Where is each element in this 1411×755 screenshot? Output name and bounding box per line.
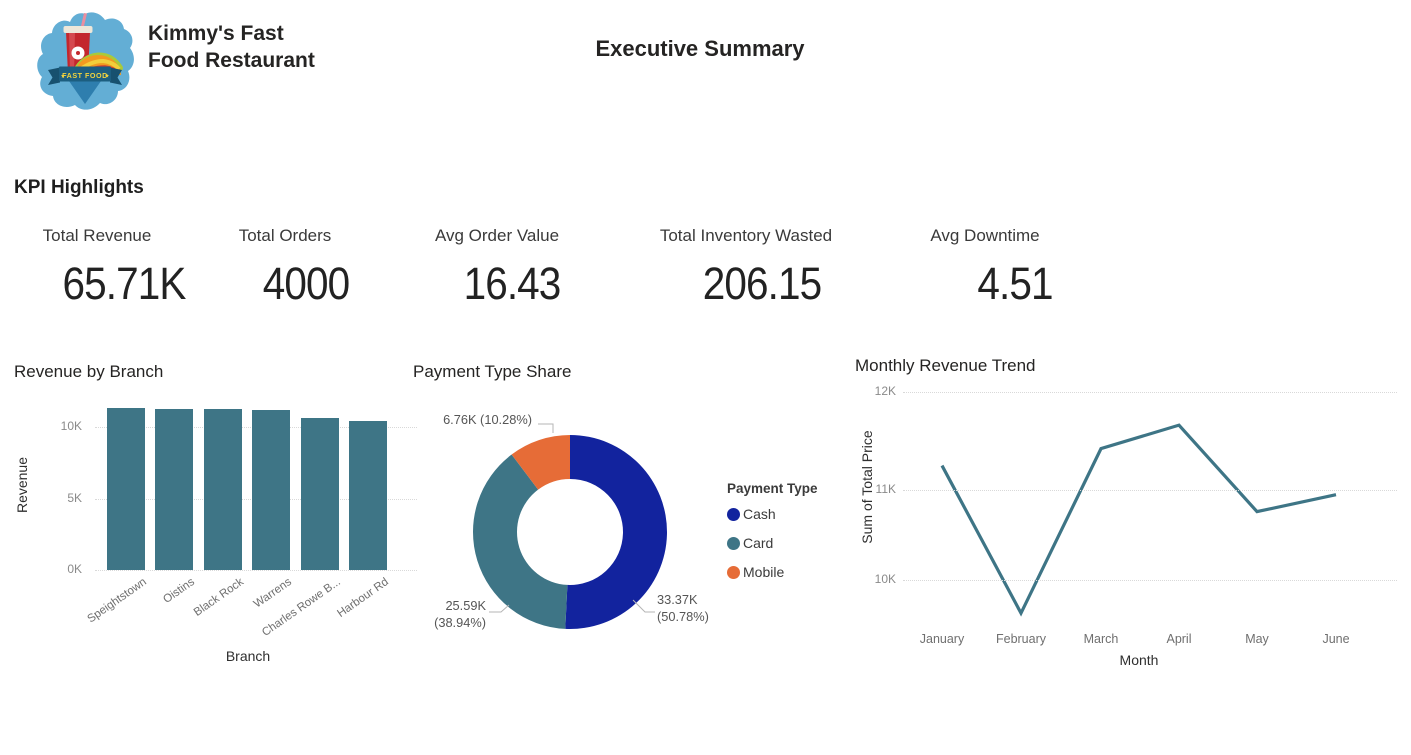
donut-callout-line	[489, 604, 510, 613]
bar-y-axis-title: Revenue	[14, 456, 30, 514]
card-legend-dot-icon	[727, 537, 740, 550]
donut-callout-line	[632, 599, 655, 613]
brand-line-2: Food Restaurant	[148, 49, 315, 72]
line-x-axis-title: Month	[1119, 652, 1159, 668]
bar-black-rock[interactable]	[203, 408, 242, 570]
bar-x-axis-title: Branch	[225, 648, 271, 664]
donut-callout-card: 25.59K (38.94%)	[434, 598, 486, 630]
bar-charles-rowe-b[interactable]	[300, 418, 339, 570]
legend-label: Mobile	[743, 564, 785, 580]
donut-chart	[473, 423, 668, 629]
legend-item-mobile[interactable]: Mobile	[727, 564, 807, 582]
line-x-label-june: June	[1322, 632, 1350, 646]
line-y-tick: 11K	[875, 482, 896, 496]
cash-legend-dot-icon	[727, 508, 740, 521]
line-x-label-may: May	[1245, 632, 1269, 646]
donut-callout-mobile: 6.76K (10.28%)	[443, 412, 532, 427]
line-x-label-february: February	[995, 632, 1047, 646]
donut-legend-title: Payment Type	[727, 481, 818, 496]
donut-callout-line	[538, 423, 554, 433]
kpi-value-avg-downtime: 4.51	[977, 258, 1053, 309]
line-y-tick: 12K	[874, 384, 896, 398]
bar-chart-title: Revenue by Branch	[14, 362, 164, 381]
bar-y-tick: 10K	[60, 419, 82, 433]
bar-y-tick: 0K	[67, 562, 82, 576]
kpi-label-avg-order-value: Avg Order Value	[434, 226, 560, 245]
mobile-legend-dot-icon	[727, 566, 740, 579]
legend-item-card[interactable]: Card	[727, 535, 807, 553]
kpi-value-total-inventory-wasted: 206.15	[702, 258, 822, 309]
kpi-section-title: KPI Highlights	[14, 177, 144, 198]
donut-slice-mobile[interactable]	[511, 435, 570, 490]
bar-gridline	[95, 570, 417, 571]
line-gridline	[903, 490, 1397, 491]
donut-chart-title: Payment Type Share	[413, 362, 572, 381]
bar-warrens[interactable]	[252, 409, 291, 570]
bar-y-tick: 5K	[67, 490, 82, 505]
line-gridline	[903, 580, 1397, 581]
banner-star-left-icon: ★	[61, 73, 66, 80]
kpi-label-total-orders: Total Orders	[238, 226, 332, 245]
brand-title: Kimmy's Fast Food Restaurant	[148, 20, 315, 74]
trend-line[interactable]	[940, 423, 1337, 617]
bar-oistins[interactable]	[155, 408, 194, 570]
kpi-value-total-revenue: 65.71K	[62, 258, 187, 309]
kpi-label-total-revenue: Total Revenue	[42, 226, 152, 245]
line-x-label-january: January	[919, 632, 965, 646]
fast-food-banner: ★ FAST FOOD ★	[48, 66, 122, 85]
kpi-label-avg-downtime: Avg Downtime	[930, 226, 1040, 245]
donut-slice-cash[interactable]	[565, 435, 668, 629]
line-gridline	[903, 392, 1397, 393]
kpi-label-total-inventory-wasted: Total Inventory Wasted	[659, 226, 833, 245]
legend-item-cash[interactable]: Cash	[727, 506, 807, 524]
restaurant-logo: ★ FAST FOOD ★	[37, 12, 134, 110]
line-y-tick: 10K	[874, 572, 896, 586]
donut-slice-card[interactable]	[473, 454, 568, 629]
legend-label: Card	[743, 535, 774, 551]
line-x-label-april: April	[1166, 632, 1192, 646]
bar-harbour-rd[interactable]	[349, 420, 387, 570]
bar-speightstown[interactable]	[107, 407, 145, 570]
kpi-value-total-orders: 4000	[262, 258, 350, 309]
logo-banner-text: FAST FOOD	[62, 71, 108, 80]
donut-callout-cash: 33.37K (50.78%)	[657, 592, 709, 624]
line-x-label-march: March	[1083, 632, 1119, 646]
line-chart-title: Monthly Revenue Trend	[855, 356, 1036, 375]
banner-star-right-icon: ★	[105, 73, 110, 80]
kpi-value-avg-order-value: 16.43	[463, 258, 562, 309]
legend-label: Cash	[743, 506, 776, 522]
brand-line-1: Kimmy's Fast	[148, 22, 284, 45]
page-title: Executive Summary	[595, 36, 805, 61]
